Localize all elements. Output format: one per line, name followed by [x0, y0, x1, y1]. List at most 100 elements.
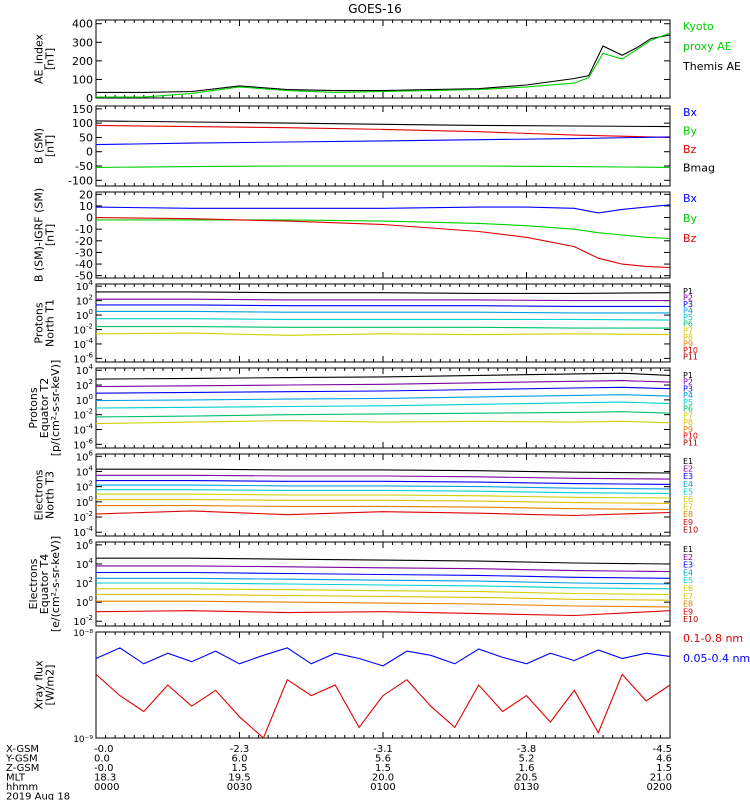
- legend-entry: E2: [683, 553, 693, 562]
- legend-entry: P6: [683, 320, 693, 329]
- legend-entry: E8: [683, 510, 693, 519]
- series-line-e6: [96, 493, 671, 499]
- legend-entry: P4: [683, 307, 693, 316]
- legend-entry: P10: [683, 346, 698, 355]
- x-row-value: -0.0: [94, 744, 114, 755]
- y-tick-label: 100: [76, 393, 93, 407]
- y-tick-label: 106: [76, 538, 94, 552]
- legend-entry: E3: [683, 561, 693, 570]
- x-row-value: -2.3: [230, 744, 250, 755]
- legend-entry: P8: [683, 418, 693, 427]
- y-tick-label: 102: [76, 480, 93, 494]
- series-line-e2: [96, 565, 671, 573]
- y-tick-label: 102: [76, 294, 93, 308]
- series-line-e6: [96, 588, 671, 596]
- series-line-kyoto-proxy-ae: [96, 32, 671, 98]
- series-line-p5: [95, 401, 671, 409]
- legend-entry: E7: [683, 503, 693, 512]
- x-row-label: hhmm: [6, 782, 38, 793]
- legend-entry: P5: [683, 398, 693, 407]
- y-tick-label: -100: [68, 174, 93, 187]
- plot-frame: [95, 631, 671, 739]
- time-axis-table: X-GSM -0.0 -2.3 -3.1 -3.8 -4.5 Y-GSM 0.0 6.0 5.6 5…: [5, 744, 672, 800]
- y-tick-label: 200: [72, 55, 93, 68]
- y-tick-label: 100: [76, 495, 93, 509]
- legend-entry: E10: [683, 615, 698, 624]
- plot-frame: [95, 105, 671, 187]
- series-line-p1: [96, 291, 671, 294]
- series-line-p7: [95, 420, 671, 425]
- legend-entry: E1: [683, 545, 693, 554]
- legend-entry: P10: [683, 432, 698, 441]
- y-tick-label: -40: [75, 258, 93, 271]
- y-axis-label: Electrons: [27, 558, 40, 609]
- y-tick-label: 10⁻⁸: [73, 629, 93, 639]
- legend-entry: E9: [683, 518, 693, 527]
- series-line-e5: [96, 489, 671, 495]
- series-line-p4: [95, 394, 671, 402]
- legend-entry: E5: [683, 576, 693, 585]
- series-line-e8: [96, 505, 671, 510]
- series-line-e8: [96, 600, 671, 608]
- legend-entry: 0.05-0.4 nm: [683, 652, 750, 665]
- x-row-value: 5.2: [519, 754, 535, 765]
- series-line-p5: [96, 318, 671, 321]
- legend-entry: P9: [683, 425, 693, 434]
- legend-entry: Bz: [683, 232, 697, 245]
- y-tick-label: -50: [75, 160, 93, 173]
- x-row-value: 0.0: [94, 754, 110, 765]
- x-row-value: 0200: [647, 782, 672, 793]
- x-row-value: 5.6: [375, 754, 391, 765]
- y-tick-label: 106: [76, 449, 94, 463]
- series-line-e4: [96, 484, 671, 490]
- legend-entry: P8: [683, 333, 693, 342]
- legend-entry: P6: [683, 405, 693, 414]
- y-tick-label: 10⁻⁹: [73, 735, 93, 745]
- legend-entry: P1: [683, 371, 693, 380]
- y-axis-label: North T3: [44, 471, 57, 519]
- y-tick-label: 0: [86, 212, 93, 225]
- x-row-value: 1.5: [232, 763, 248, 774]
- series-line-e7: [96, 593, 671, 601]
- series-line-e2: [96, 474, 671, 480]
- x-row-value: 0000: [94, 782, 119, 793]
- x-row-value: 1.5: [375, 763, 391, 774]
- y-tick-label: 0: [86, 92, 93, 105]
- y-tick-label: 100: [76, 595, 93, 609]
- series-line-e3: [96, 571, 671, 579]
- legend-entry: E5: [683, 487, 693, 496]
- legend-entry: E7: [683, 592, 693, 601]
- series-line-e1: [96, 557, 671, 565]
- y-tick-label: 100: [76, 308, 93, 322]
- series-line-e1: [96, 468, 671, 474]
- legend-entry: P9: [683, 339, 693, 348]
- series-line-themis-ae: [96, 34, 671, 93]
- legend-entry: E6: [683, 495, 693, 504]
- series-line-p2: [95, 380, 671, 388]
- y-axis-label: Protons: [33, 302, 46, 343]
- x-row-value: 20.0: [372, 773, 394, 784]
- series-line-e9: [95, 610, 671, 617]
- plot-frame: [95, 191, 671, 279]
- x-row-value: 20.5: [515, 773, 537, 784]
- y-tick-label: -20: [75, 235, 93, 248]
- legend-entry: P11: [683, 352, 698, 361]
- series-line-e7: [96, 499, 671, 504]
- legend-entry: E4: [683, 480, 693, 489]
- x-row-value: 21.0: [650, 773, 672, 784]
- legend-entry: Themis AE: [682, 60, 741, 73]
- plot-frame: [95, 367, 671, 449]
- x-row-value: 18.3: [94, 773, 116, 784]
- legend-entry: P2: [683, 294, 693, 303]
- series-line-bmag: [95, 120, 671, 128]
- legend-entry: P1: [683, 287, 693, 296]
- x-row-value: 4.6: [656, 754, 672, 765]
- y-axis-label: B (SM)-IGRF (SM): [33, 188, 46, 282]
- y-axis-label: Protons: [27, 387, 40, 428]
